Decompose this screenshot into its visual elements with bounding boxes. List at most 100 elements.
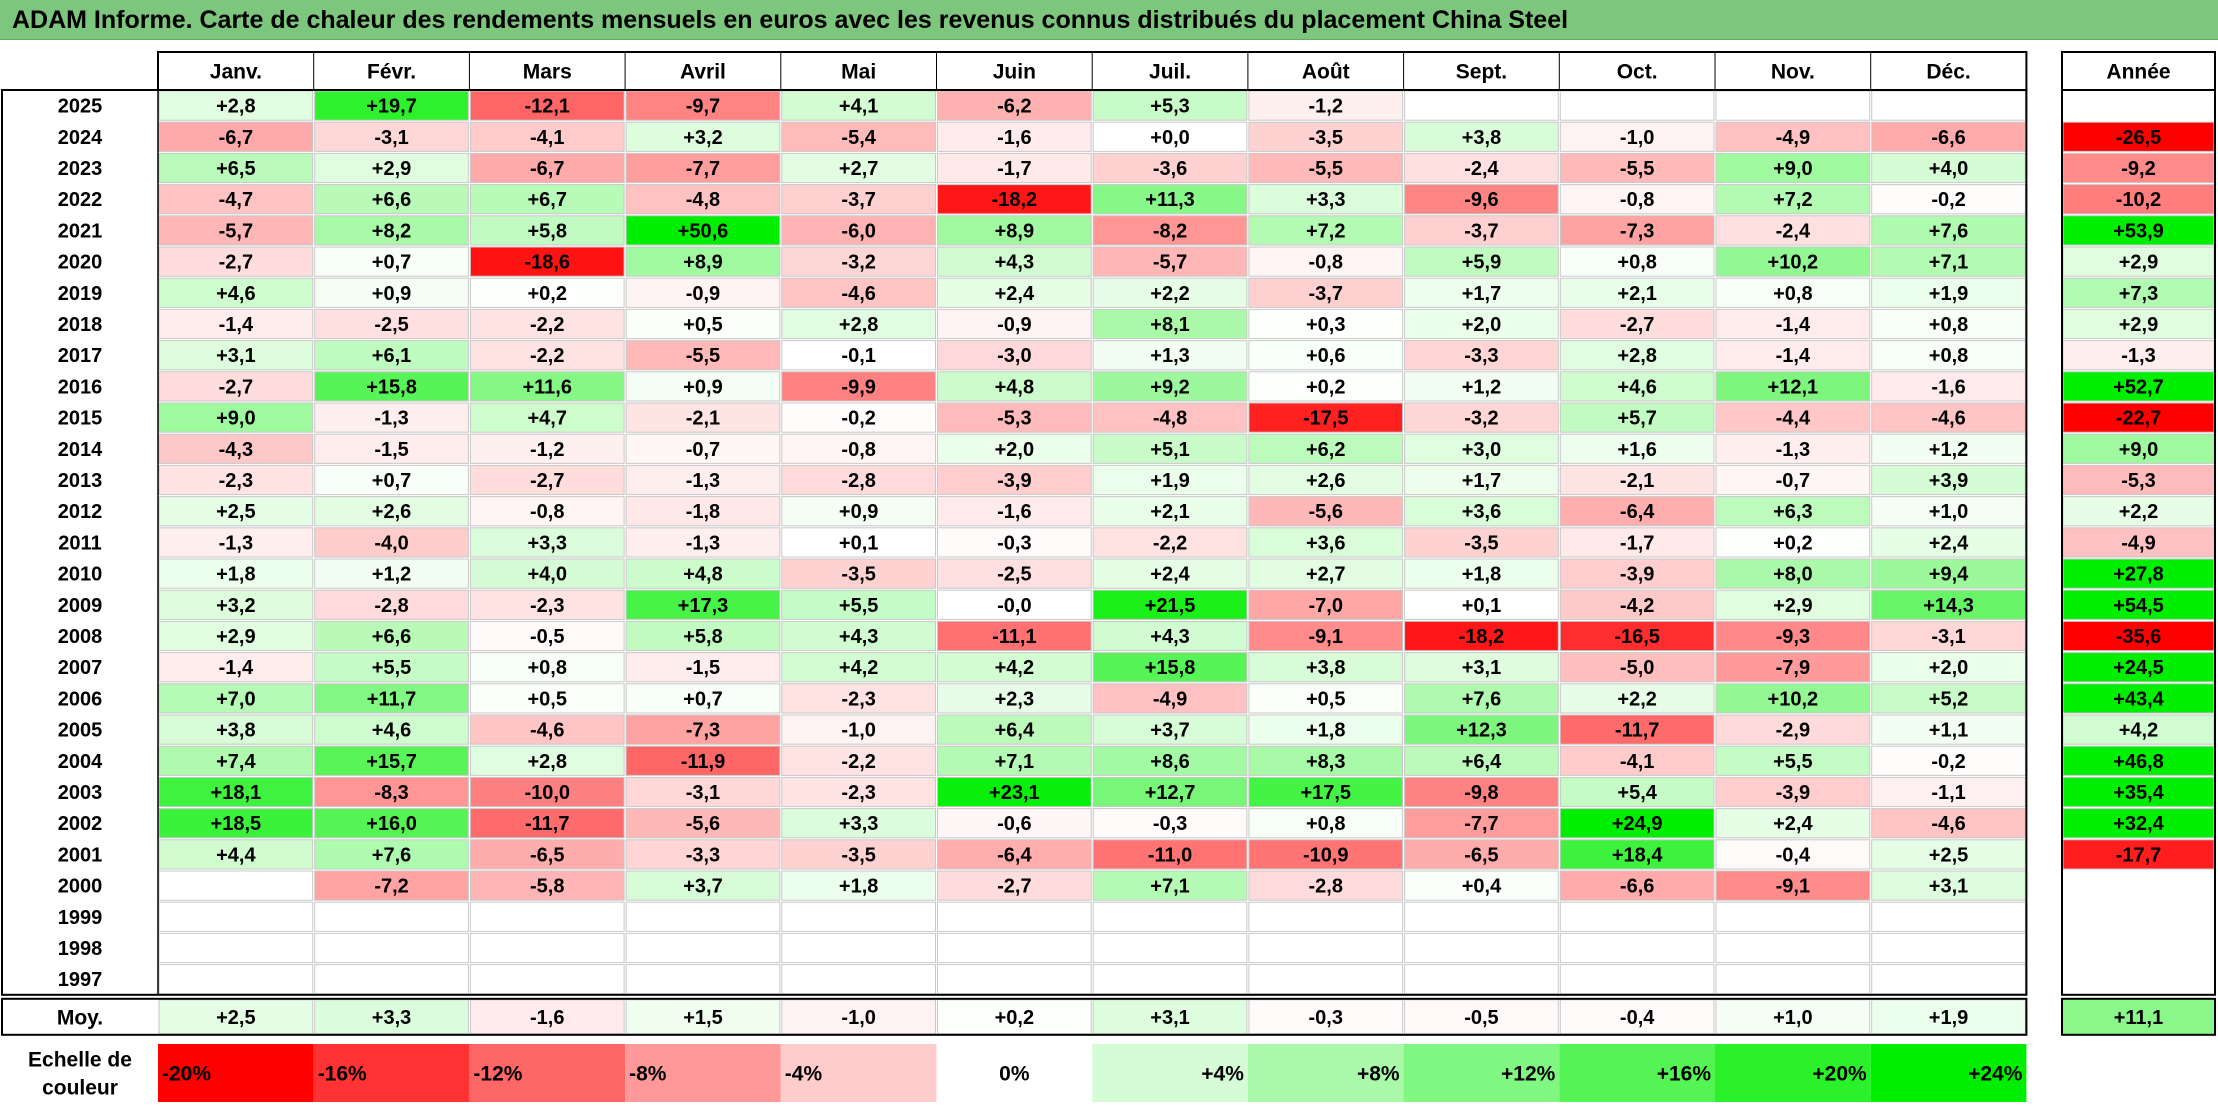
heatmap-cell	[1404, 839, 1559, 870]
average-cell	[158, 999, 314, 1035]
heatmap-cell	[1871, 620, 2026, 652]
cell-value: -3,2	[1464, 408, 1498, 430]
heatmap-cell	[1871, 745, 2026, 776]
cell-value: +1,2	[1929, 439, 1968, 461]
cell-value: -4,7	[219, 189, 253, 211]
heatmap-cell	[1715, 745, 1871, 776]
cell-value: -12,1	[524, 96, 570, 118]
heatmap-cell	[1559, 808, 1715, 839]
heatmap-cell	[1559, 558, 1715, 589]
heatmap-cell	[1248, 527, 1404, 558]
heatmap-cell	[1404, 184, 1559, 215]
average-cell	[1871, 999, 2026, 1035]
heatmap-cell	[1092, 340, 1248, 371]
cell-value: -2,4	[1464, 158, 1499, 180]
heatmap-cell	[314, 246, 469, 277]
cell-value: +7,6	[1929, 220, 1968, 242]
cell-value: +7,2	[1773, 189, 1812, 211]
cell-value: -3,7	[1464, 220, 1498, 242]
cell-value: -5,4	[841, 127, 876, 149]
cell-value: +4,2	[839, 657, 878, 679]
heatmap-cell	[1715, 808, 1871, 839]
heatmap-cell	[781, 589, 936, 620]
cell-value: +1,6	[1617, 439, 1656, 461]
cell-value: -1,6	[997, 501, 1031, 523]
cell-value: -2,5	[997, 564, 1031, 586]
heatmap-cell	[469, 964, 625, 995]
cell-value: +4,4	[216, 844, 256, 866]
average-annual-value: +11,1	[2114, 1007, 2164, 1029]
cell-value: -0,2	[841, 408, 875, 430]
cell-value: -7,0	[1309, 595, 1343, 617]
heatmap-cell	[625, 558, 781, 589]
cell-value: -0,0	[997, 595, 1031, 617]
cell-value: +0,9	[683, 376, 722, 398]
heatmap-cell	[1871, 652, 2026, 683]
heatmap-cell	[937, 558, 1092, 589]
heatmap-cell	[1715, 121, 1871, 152]
cell-value: -1,7	[997, 158, 1031, 180]
cell-value: +1,7	[1462, 283, 1501, 305]
scale-swatch	[469, 1044, 626, 1102]
heatmap-cell	[1248, 652, 1404, 683]
annual-value: +52,7	[2113, 376, 2164, 398]
heatmap-cell	[781, 558, 936, 589]
heatmap-cell	[469, 121, 625, 152]
heatmap-cell	[1404, 215, 1559, 246]
heatmap-cell	[1871, 714, 2026, 745]
heatmap-cell	[1248, 558, 1404, 589]
heatmap-cell	[1404, 464, 1559, 496]
cell-value: +1,8	[216, 564, 255, 586]
heatmap-cell	[1559, 870, 1715, 901]
heatmap-cell	[1715, 839, 1871, 870]
cell-value: +11,3	[1145, 189, 1195, 211]
cell-value: +3,1	[1929, 876, 1968, 898]
cell-value: -6,7	[219, 127, 253, 149]
heatmap-cell	[625, 340, 781, 371]
month-header: Nov.	[1771, 61, 1815, 84]
cell-value: -0,8	[530, 501, 564, 523]
cell-value: +4,3	[995, 252, 1034, 274]
cell-value: -3,1	[686, 782, 720, 804]
heatmap-cell	[937, 589, 1092, 620]
year-label: 2003	[58, 782, 103, 804]
cell-value: +7,6	[1462, 688, 1501, 710]
annual-cell	[2062, 558, 2215, 589]
annual-value: -35,6	[2116, 626, 2162, 648]
heatmap-cell	[937, 371, 1092, 402]
cell-value: +3,8	[1306, 657, 1345, 679]
average-value: +3,3	[372, 1007, 411, 1029]
cell-value: -3,0	[997, 345, 1031, 367]
heatmap-cell	[1715, 90, 1871, 121]
cell-value: -3,7	[841, 189, 875, 211]
heatmap-cell	[781, 776, 936, 808]
cell-value: -4,4	[1776, 408, 1811, 430]
cell-value: -2,8	[374, 595, 408, 617]
cell-value: -2,8	[841, 470, 875, 492]
cell-value: +2,6	[372, 501, 411, 523]
scale-swatch	[936, 1044, 1093, 1102]
heatmap-cell	[1715, 964, 1871, 995]
heatmap-cell	[1248, 776, 1404, 808]
scale-swatch	[1403, 1044, 1560, 1102]
heatmap-cell	[937, 808, 1092, 839]
heatmap-cell	[314, 932, 469, 964]
annual-value: -4,9	[2121, 532, 2155, 554]
heatmap-cell	[158, 932, 314, 964]
heatmap-cell	[1404, 870, 1559, 901]
cell-value: +2,0	[995, 439, 1034, 461]
cell-value: -1,4	[219, 657, 254, 679]
cell-value: +4,3	[839, 626, 878, 648]
cell-value: -11,9	[681, 751, 725, 773]
heatmap-cell	[1248, 402, 1404, 433]
year-label: 2016	[58, 376, 103, 398]
heatmap-cell	[1092, 652, 1248, 683]
cell-value: -3,1	[374, 127, 408, 149]
heatmap-cell	[1404, 932, 1559, 964]
heatmap-cell	[469, 308, 625, 340]
cell-value: -5,3	[997, 408, 1031, 430]
heatmap-cell	[1092, 464, 1248, 496]
heatmap-cell	[1715, 620, 1871, 652]
heatmap-cell	[1871, 901, 2026, 932]
heatmap-cell	[625, 932, 781, 964]
